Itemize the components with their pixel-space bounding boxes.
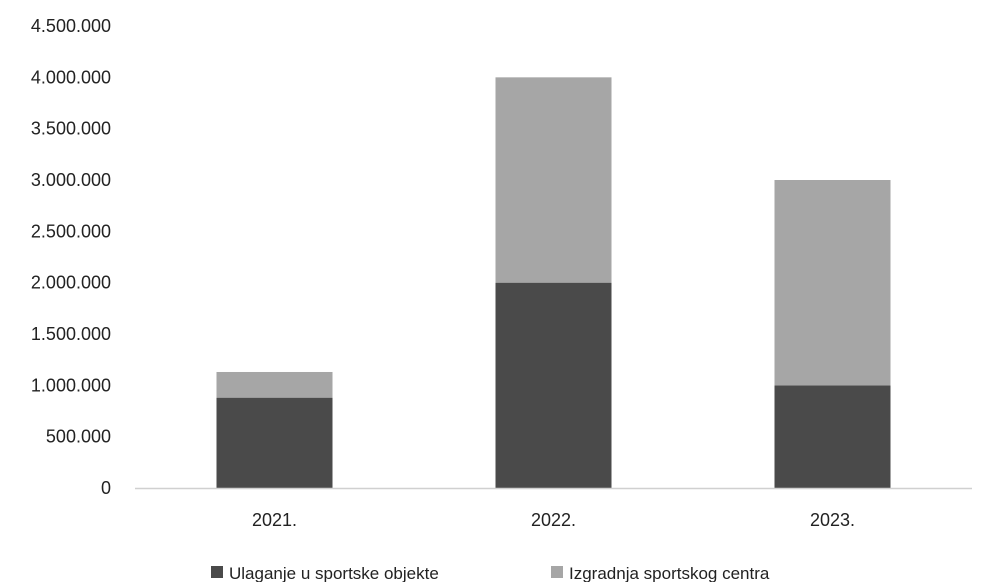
legend: Ulaganje u sportske objekte Izgradnja spo… bbox=[211, 564, 770, 583]
y-tick-label: 3.000.000 bbox=[31, 170, 111, 190]
y-tick-label: 0 bbox=[101, 478, 111, 498]
y-tick-label: 4.500.000 bbox=[31, 16, 111, 36]
y-tick-label: 1.000.000 bbox=[31, 375, 111, 395]
bar-segment bbox=[495, 77, 612, 283]
x-tick-label: 2022. bbox=[531, 510, 576, 530]
bar-segment bbox=[774, 385, 891, 488]
y-tick-label: 2.000.000 bbox=[31, 273, 111, 293]
y-tick-label: 3.500.000 bbox=[31, 119, 111, 139]
bars bbox=[216, 77, 891, 488]
y-tick-label: 2.500.000 bbox=[31, 221, 111, 241]
y-tick-label: 4.000.000 bbox=[31, 67, 111, 87]
y-axis-tick-labels: 0 500.000 1.000.000 1.500.000 2.000.000 2.500… bbox=[31, 16, 111, 498]
x-tick-label: 2021. bbox=[252, 510, 297, 530]
legend-swatch bbox=[551, 566, 563, 578]
legend-swatch bbox=[211, 566, 223, 578]
bar-segment bbox=[495, 282, 612, 488]
legend-label: Izgradnja sportskog centra bbox=[569, 564, 770, 582]
x-tick-label: 2023. bbox=[810, 510, 855, 530]
y-tick-label: 500.000 bbox=[46, 427, 111, 447]
legend-label: Ulaganje u sportske objekte bbox=[229, 564, 439, 582]
y-tick-label: 1.500.000 bbox=[31, 324, 111, 344]
x-axis-tick-labels: 2021. 2022. 2023. bbox=[252, 510, 855, 530]
bar-segment bbox=[216, 371, 333, 398]
bar-segment bbox=[216, 397, 333, 488]
bar-segment bbox=[774, 180, 891, 386]
